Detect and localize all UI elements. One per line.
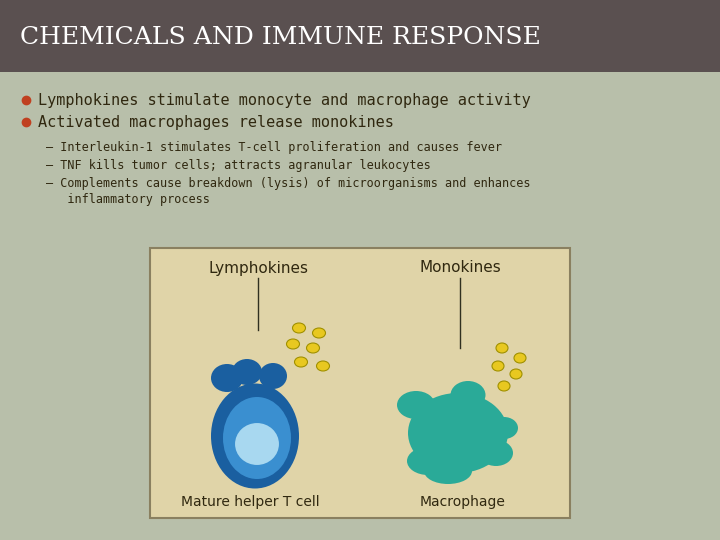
Text: inflammatory process: inflammatory process: [46, 193, 210, 206]
Text: Mature helper T cell: Mature helper T cell: [181, 495, 319, 509]
Ellipse shape: [498, 381, 510, 391]
Text: Activated macrophages release monokines: Activated macrophages release monokines: [38, 114, 394, 130]
Ellipse shape: [490, 417, 518, 439]
Text: Lymphokines stimulate monocyte and macrophage activity: Lymphokines stimulate monocyte and macro…: [38, 92, 531, 107]
Text: – TNF kills tumor cells; attracts agranular leukocytes: – TNF kills tumor cells; attracts agranu…: [46, 159, 431, 172]
Text: – Complements cause breakdown (lysis) of microorganisms and enhances: – Complements cause breakdown (lysis) of…: [46, 178, 531, 191]
Ellipse shape: [259, 363, 287, 389]
Text: Monokines: Monokines: [419, 260, 501, 275]
Ellipse shape: [496, 343, 508, 353]
Ellipse shape: [510, 369, 522, 379]
Ellipse shape: [294, 357, 307, 367]
Ellipse shape: [234, 422, 280, 466]
Ellipse shape: [492, 361, 504, 371]
Text: Macrophage: Macrophage: [420, 495, 506, 509]
Text: Lymphokines: Lymphokines: [208, 260, 308, 275]
Ellipse shape: [292, 323, 305, 333]
Ellipse shape: [424, 458, 472, 484]
Ellipse shape: [397, 391, 435, 419]
Ellipse shape: [408, 393, 508, 473]
Text: CHEMICALS AND IMMUNE RESPONSE: CHEMICALS AND IMMUNE RESPONSE: [20, 26, 541, 50]
Ellipse shape: [211, 383, 299, 489]
Text: – Interleukin-1 stimulates T-cell proliferation and causes fever: – Interleukin-1 stimulates T-cell prolif…: [46, 141, 502, 154]
Ellipse shape: [514, 353, 526, 363]
Ellipse shape: [232, 359, 262, 385]
Ellipse shape: [223, 397, 291, 479]
Ellipse shape: [479, 440, 513, 466]
Ellipse shape: [211, 364, 243, 392]
Ellipse shape: [312, 328, 325, 338]
Ellipse shape: [407, 447, 449, 475]
FancyBboxPatch shape: [150, 248, 570, 518]
Ellipse shape: [451, 381, 485, 409]
Ellipse shape: [307, 343, 320, 353]
Ellipse shape: [317, 361, 330, 371]
FancyBboxPatch shape: [0, 0, 720, 72]
Ellipse shape: [287, 339, 300, 349]
